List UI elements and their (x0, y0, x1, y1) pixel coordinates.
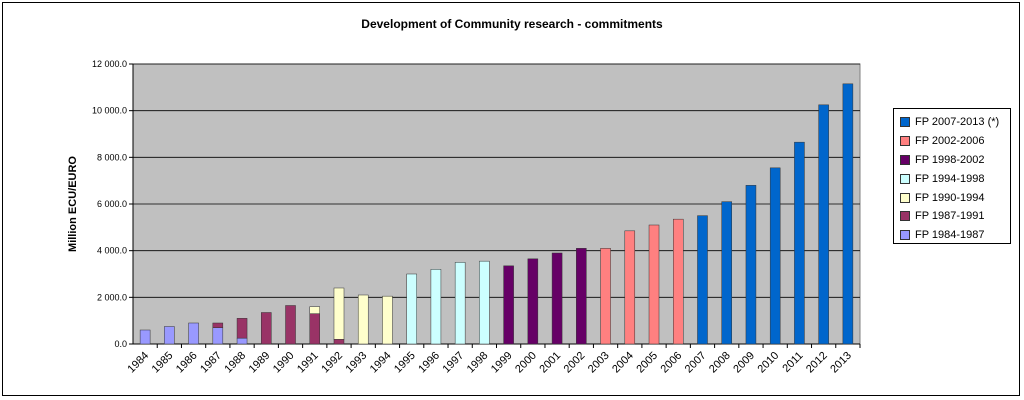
bar (382, 295, 393, 345)
x-tick-label: 2002 (562, 350, 588, 376)
legend-swatch (900, 192, 910, 203)
bar (236, 337, 248, 345)
x-tick-label: 2003 (586, 350, 612, 376)
bar (212, 327, 224, 345)
bar (479, 260, 490, 345)
x-tick-label: 1990 (271, 350, 297, 376)
legend-swatch (900, 117, 910, 128)
x-tick-label: 2001 (537, 350, 563, 376)
x-tick-label: 1988 (222, 350, 248, 376)
x-tick-label: 1992 (319, 350, 345, 376)
bar (285, 305, 296, 345)
bar (624, 230, 636, 345)
y-tick-label: 12 000.0 (92, 59, 127, 69)
legend-label: FP 2002-2006 (915, 135, 985, 148)
legend-item: FP 1998-2002 (900, 151, 1010, 170)
bar (769, 167, 781, 345)
bar (697, 215, 708, 345)
legend-swatch (900, 154, 910, 165)
bar (309, 313, 320, 345)
y-tick-label: 0.0 (114, 339, 127, 349)
bar (551, 252, 563, 345)
bar (600, 248, 611, 345)
legend-item: FP 1987-1991 (900, 207, 1010, 226)
x-tick-label: 1984 (125, 350, 151, 376)
legend-item: FP 1994-1998 (900, 169, 1010, 188)
bar (406, 273, 417, 345)
bar (721, 201, 732, 345)
x-tick-label: 1989 (247, 350, 273, 376)
legend-swatch (900, 211, 910, 222)
chart-legend: FP 2007-2013 (*) FP 2002-2006 FP 1998-2002… (893, 108, 1011, 244)
y-tick-label: 6 000.0 (97, 199, 127, 209)
x-tick-label: 1997 (440, 350, 466, 376)
legend-label: FP 1994-1998 (915, 172, 985, 185)
bar (503, 265, 514, 345)
x-tick-label: 2010 (756, 350, 782, 376)
bar (212, 322, 224, 328)
x-tick-label: 2007 (683, 350, 709, 376)
y-tick-label: 2 000.0 (97, 292, 127, 302)
bar (745, 185, 757, 345)
x-tick-label: 1996 (416, 350, 442, 376)
bar (527, 258, 539, 345)
bar (333, 287, 345, 340)
legend-item: FP 2007-2013 (*) (900, 113, 1010, 132)
legend-item: FP 2002-2006 (900, 132, 1010, 151)
bar (794, 141, 805, 345)
bar (576, 248, 587, 345)
x-tick-label: 2004 (610, 350, 636, 376)
legend-label: FP 1984-1987 (915, 229, 985, 242)
bar (139, 329, 151, 345)
x-tick-label: 1999 (489, 350, 515, 376)
legend-item: FP 1984-1987 (900, 226, 1010, 245)
x-tick-label: 2013 (828, 350, 854, 376)
y-tick-label: 8 000.0 (97, 152, 127, 162)
x-tick-label: 2005 (634, 350, 660, 376)
bar (236, 318, 248, 339)
legend-label: FP 1987-1991 (915, 210, 985, 223)
x-tick-label: 1994 (368, 350, 394, 376)
bar (188, 322, 199, 345)
legend-item: FP 1990-1994 (900, 188, 1010, 207)
bar (357, 294, 369, 345)
chart-title: Development of Community research - comm… (361, 17, 663, 31)
bar (333, 339, 345, 345)
x-tick-label: 1986 (174, 350, 200, 376)
bar (454, 262, 466, 345)
x-tick-label: 2008 (707, 350, 733, 376)
x-tick-label: 2011 (780, 350, 805, 375)
y-tick-label: 4 000.0 (97, 246, 127, 256)
y-axis-label: Million ECU/EURO (67, 156, 79, 252)
x-tick-label: 1991 (295, 350, 321, 376)
x-tick-label: 1985 (150, 350, 176, 376)
legend-label: FP 2007-2013 (*) (915, 116, 1000, 129)
x-tick-label: 2000 (513, 350, 539, 376)
x-tick-label: 2012 (804, 350, 830, 376)
x-tick-label: 1995 (392, 350, 418, 376)
bar (309, 306, 320, 314)
legend-swatch (900, 136, 910, 147)
legend-label: FP 1998-2002 (915, 153, 985, 166)
legend-swatch (900, 230, 910, 241)
bar (261, 312, 272, 345)
bar (164, 326, 175, 345)
legend-swatch (900, 173, 910, 184)
bar (818, 104, 829, 345)
bar (842, 83, 854, 345)
bar (673, 218, 684, 345)
x-tick-label: 1993 (344, 350, 370, 376)
bar (430, 269, 442, 345)
bar (648, 224, 660, 345)
x-tick-label: 2006 (659, 350, 685, 376)
x-tick-label: 2009 (731, 350, 757, 376)
x-tick-label: 1998 (465, 350, 491, 376)
x-tick-label: 1987 (198, 350, 224, 376)
y-tick-label: 10 000.0 (92, 106, 127, 116)
legend-label: FP 1990-1994 (915, 191, 985, 204)
